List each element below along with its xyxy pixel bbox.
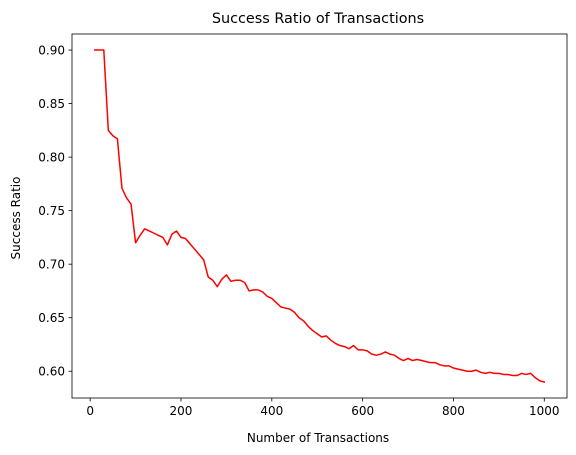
- x-tick-label: 1000: [529, 404, 560, 418]
- series-layer: [93, 49, 546, 383]
- x-tick-label: 200: [170, 404, 193, 418]
- y-axis-label: Success Ratio: [9, 177, 23, 260]
- x-tick-label: 400: [260, 404, 283, 418]
- chart-title: Success Ratio of Transactions: [212, 11, 424, 27]
- x-tick-label: 800: [442, 404, 465, 418]
- y-tick-label: 0.60: [38, 364, 65, 378]
- y-tick-label: 0.90: [38, 43, 65, 57]
- y-tick-label: 0.80: [38, 150, 65, 164]
- y-axis-ticks: 0.60 0.65 0.70 0.75 0.80 0.85 0.90: [38, 43, 72, 378]
- y-tick-label: 0.65: [38, 311, 65, 325]
- x-axis-label: Number of Transactions: [247, 431, 389, 445]
- y-tick-label: 0.85: [38, 97, 65, 111]
- x-tick-label: 600: [351, 404, 374, 418]
- y-tick-label: 0.70: [38, 257, 65, 271]
- x-axis-ticks: 0 200 400 600 800 1000: [86, 398, 560, 418]
- series-line-1: [93, 49, 546, 383]
- plot-frame: [71, 33, 568, 399]
- x-tick-label: 0: [86, 404, 94, 418]
- y-tick-label: 0.75: [38, 204, 65, 218]
